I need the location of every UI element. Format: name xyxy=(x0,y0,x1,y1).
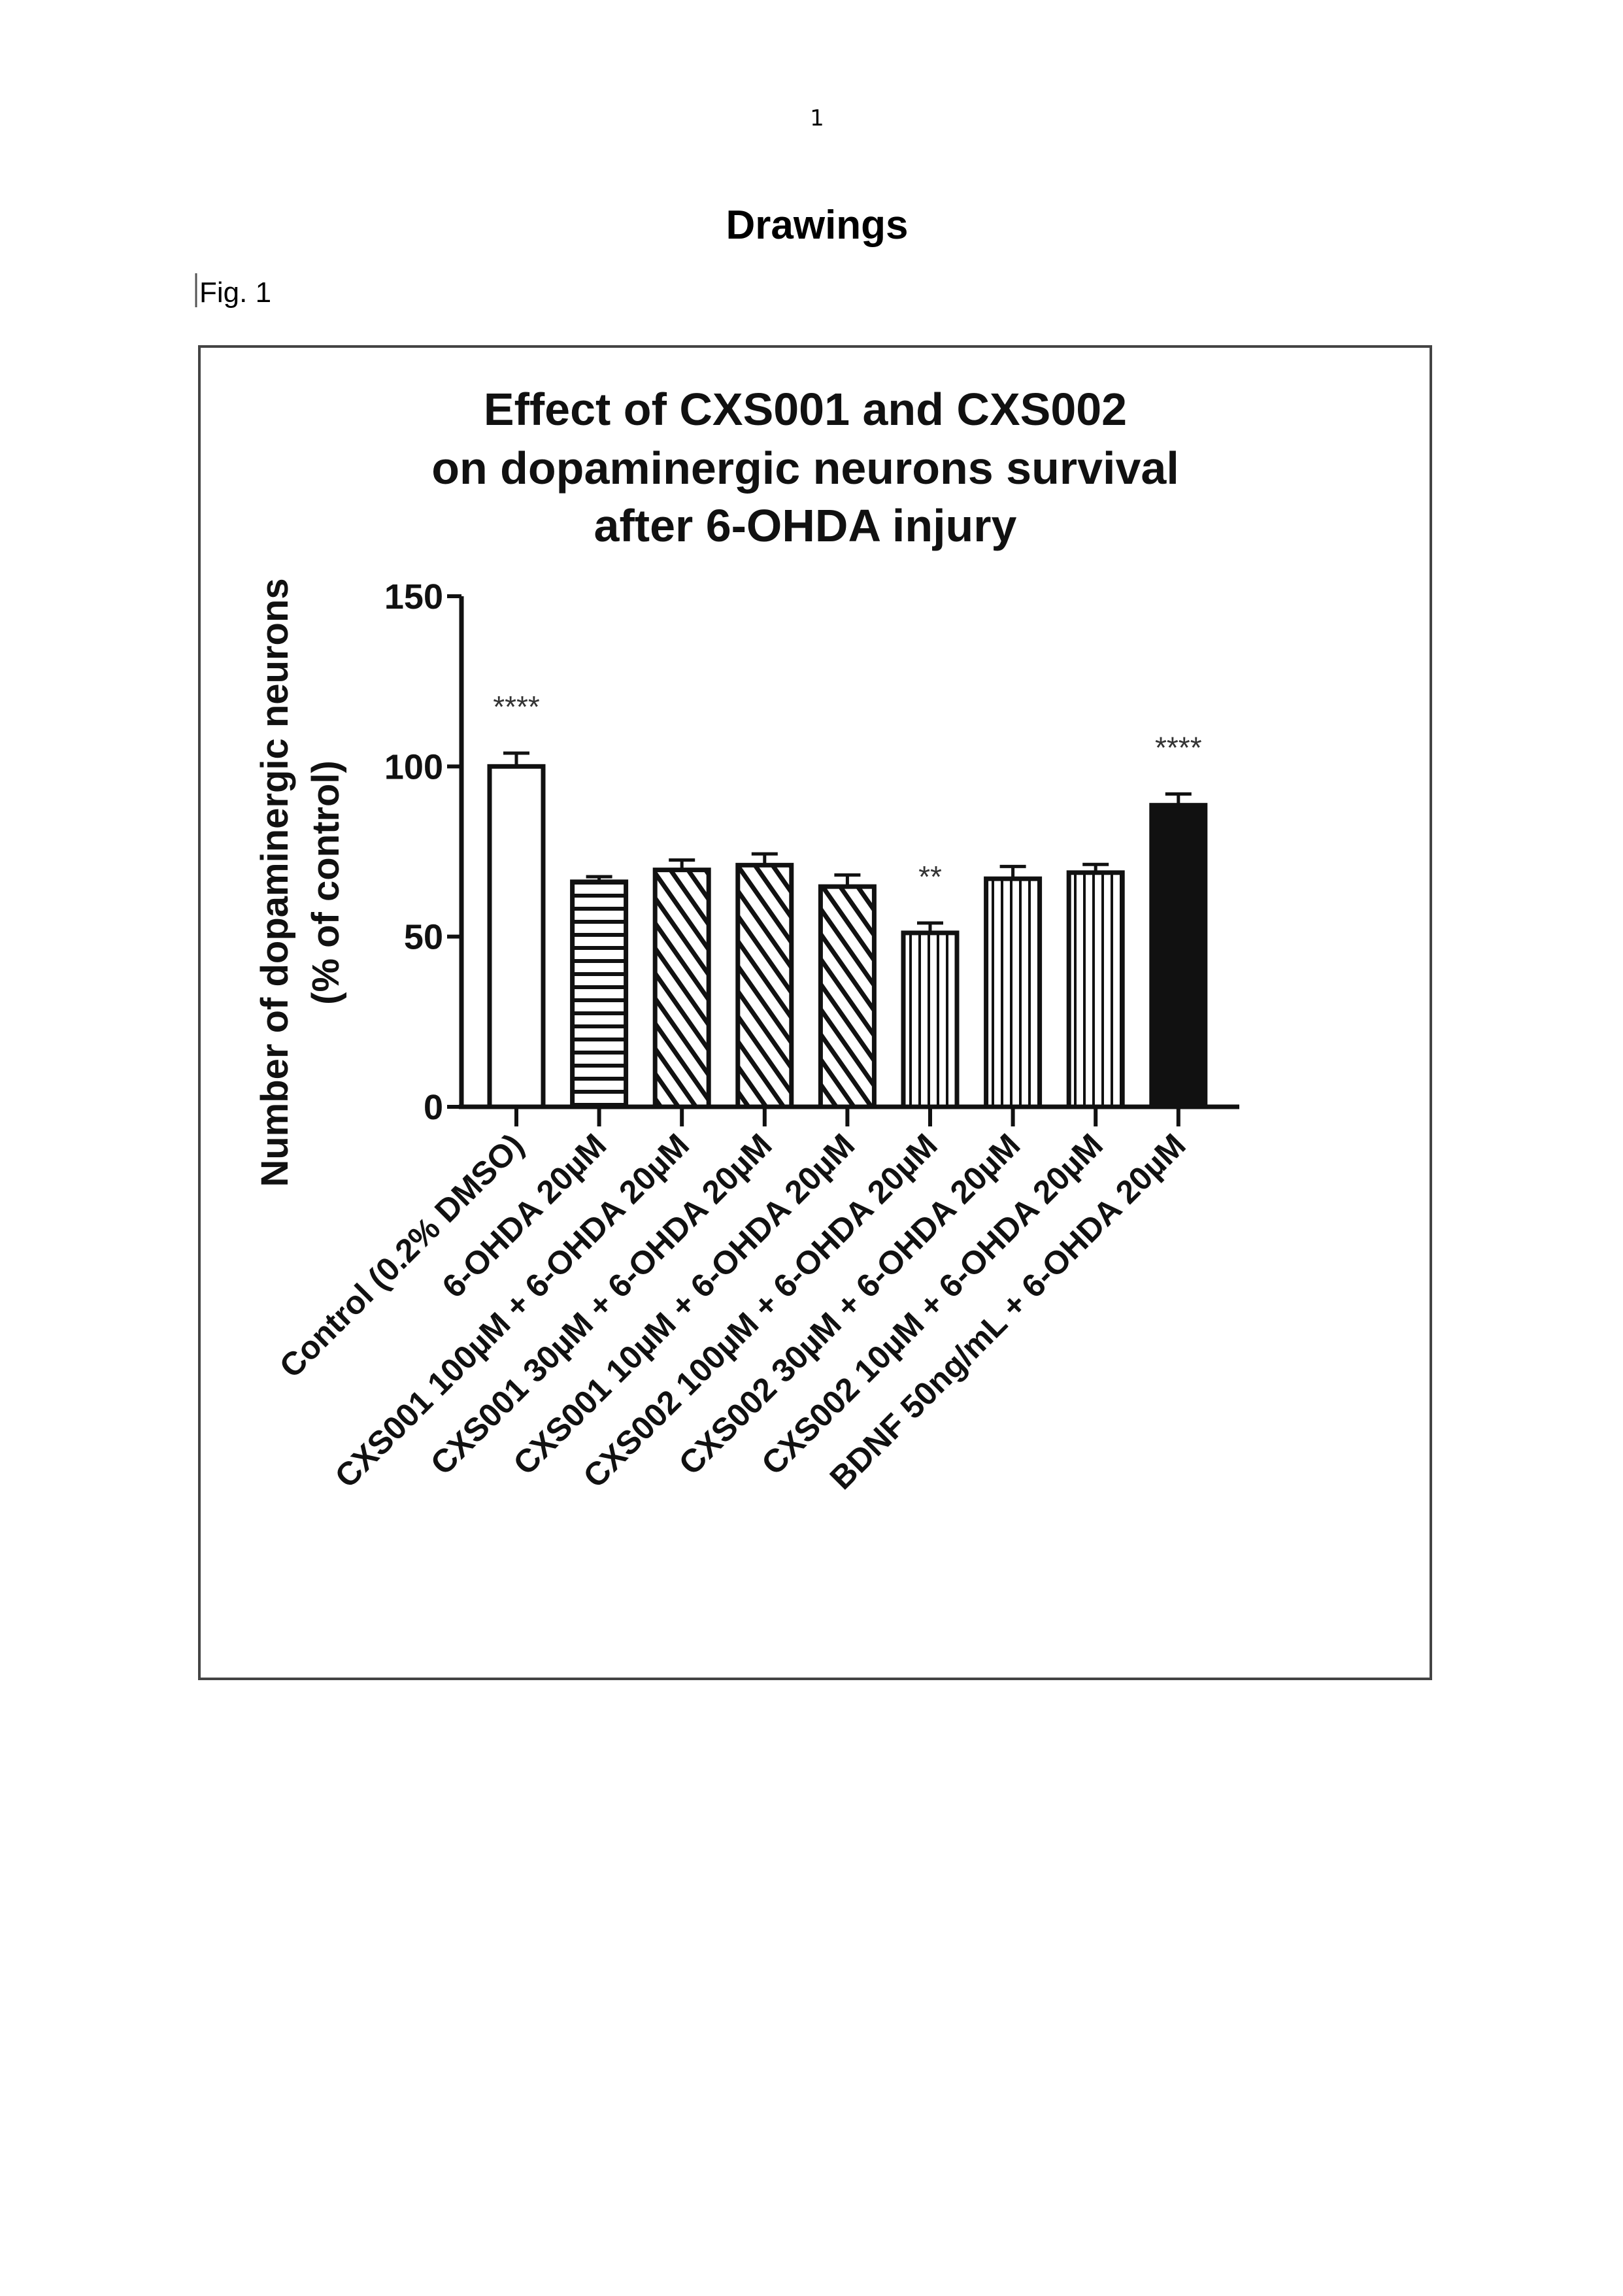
bar xyxy=(901,930,960,1109)
bar xyxy=(818,884,877,1109)
y-tick-label: 150 xyxy=(384,577,443,616)
y-axis-label-line-1: Number of dopaminergic neurons xyxy=(254,578,296,1187)
bar xyxy=(487,764,546,1109)
y-axis-label-line-2: (% of control) xyxy=(305,760,347,1005)
bar xyxy=(1149,803,1208,1109)
bar xyxy=(984,876,1043,1109)
bar xyxy=(652,868,711,1109)
bar xyxy=(570,879,629,1109)
figure-label: Fig. 1 xyxy=(199,277,271,309)
bar xyxy=(1066,870,1125,1109)
chart-title: Effect of CXS001 and CXS002 on dopaminer… xyxy=(431,384,1179,551)
significance-label: **** xyxy=(493,690,540,724)
chart-title-line-3: after 6-OHDA injury xyxy=(594,500,1017,551)
significance-label: **** xyxy=(1155,731,1202,765)
significance-label: ** xyxy=(918,860,942,894)
y-axis-label: Number of dopaminergic neurons (% of con… xyxy=(254,578,347,1187)
y-tick-label: 50 xyxy=(404,918,443,957)
y-tick-label: 100 xyxy=(384,747,443,786)
y-tick-label: 0 xyxy=(424,1088,443,1127)
figure-frame xyxy=(198,345,1432,1680)
chart-title-line-1: Effect of CXS001 and CXS002 xyxy=(484,384,1127,435)
page-number: 1 xyxy=(810,105,824,131)
bar xyxy=(735,862,794,1109)
chart-title-line-2: on dopaminergic neurons survival xyxy=(431,443,1179,494)
bars: ********** xyxy=(487,690,1208,1126)
page-heading: Drawings xyxy=(726,203,908,248)
